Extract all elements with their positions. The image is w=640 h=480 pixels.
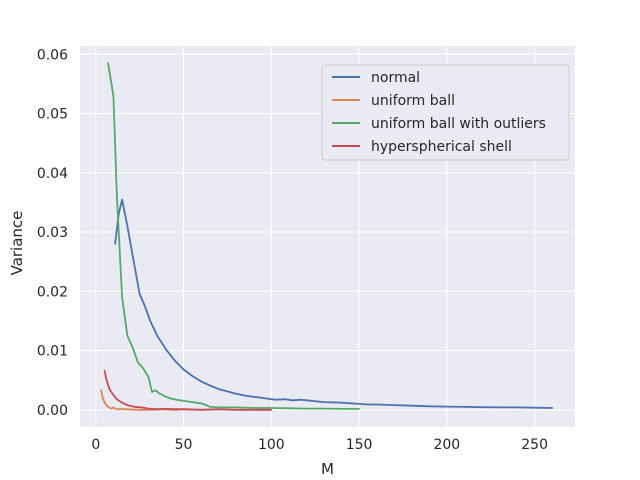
legend-label-uniform-ball: uniform ball bbox=[371, 93, 455, 109]
x-axis-label: M bbox=[321, 460, 334, 478]
legend-label-hyperspherical-shell: hyperspherical shell bbox=[371, 139, 512, 155]
x-tick-label: 150 bbox=[346, 437, 373, 453]
legend: normal uniform ball uniform ball with ou… bbox=[321, 64, 570, 161]
y-axis-label: Variance bbox=[8, 211, 26, 276]
series-line-uniform-ball-outliers bbox=[107, 62, 361, 410]
legend-box bbox=[321, 64, 570, 161]
x-tick-label: 200 bbox=[433, 437, 460, 453]
y-tick-label: 0.03 bbox=[37, 225, 68, 241]
x-tick-label: 0 bbox=[91, 437, 100, 453]
grid-lines bbox=[80, 46, 575, 427]
x-tick-label: 50 bbox=[175, 437, 193, 453]
series-line-hyperspherical-shell bbox=[103, 369, 273, 411]
y-tick-label: 0.06 bbox=[37, 47, 68, 63]
series-line-normal bbox=[114, 198, 554, 409]
series-lines bbox=[100, 62, 554, 411]
y-tick-label: 0.02 bbox=[37, 284, 68, 300]
legend-label-normal: normal bbox=[371, 70, 420, 86]
tick-labels: 0 50 100 150 200 250 0.00 0.01 0.02 0.03 0.04 0.05 0… bbox=[37, 47, 548, 453]
y-tick-label: 0.04 bbox=[37, 166, 68, 182]
y-tick-label: 0.01 bbox=[37, 344, 68, 360]
x-tick-label: 100 bbox=[258, 437, 285, 453]
y-tick-label: 0.05 bbox=[37, 107, 68, 123]
legend-label-uniform-ball-outliers: uniform ball with outliers bbox=[371, 116, 546, 132]
x-tick-label: 250 bbox=[521, 437, 548, 453]
y-tick-label: 0.00 bbox=[37, 403, 68, 419]
